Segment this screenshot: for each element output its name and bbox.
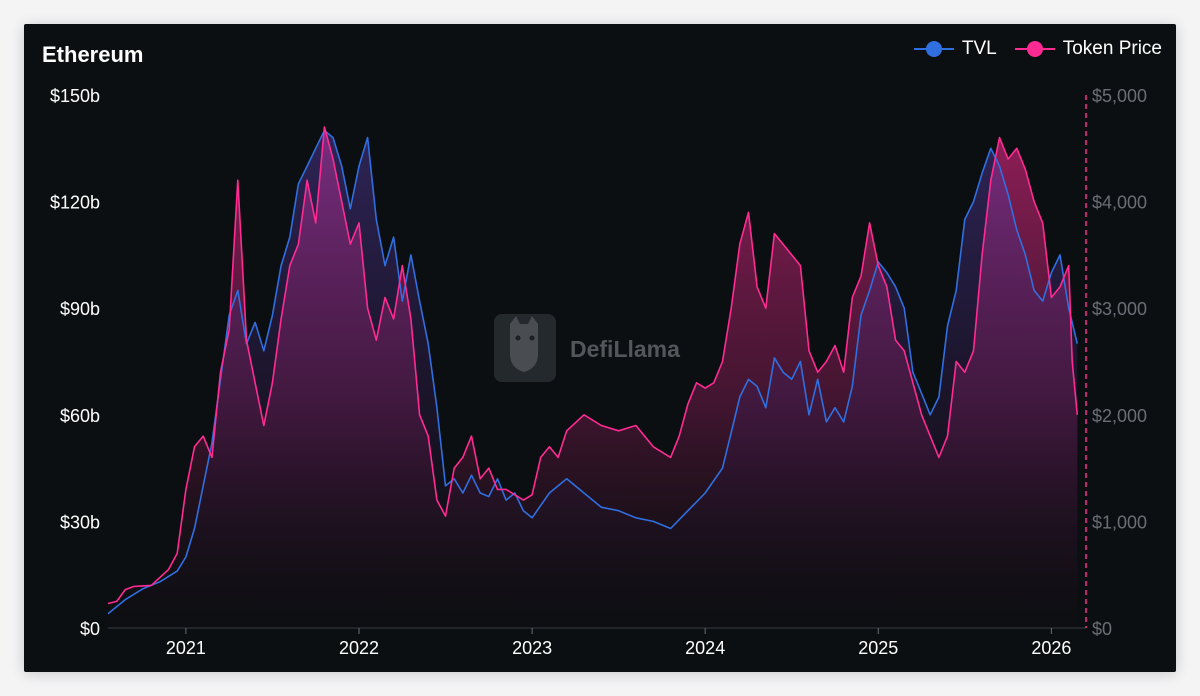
- token-price-line: [107, 126, 1079, 605]
- y-left-tick-label: $0: [80, 619, 100, 639]
- llama-logo-icon: [494, 314, 556, 382]
- chart-card: Ethereum TVL Token Price: [24, 24, 1176, 672]
- y-right-tick-label: $2,000: [1092, 406, 1147, 426]
- series-layer: [107, 126, 1079, 628]
- legend-label-token-price: Token Price: [1062, 38, 1162, 59]
- y-left-tick-label: $120b: [50, 193, 100, 213]
- legend-item-tvl[interactable]: TVL: [913, 38, 997, 60]
- right-axis: $0 $1,000 $2,000 $3,000 $4,000 $5,000: [1092, 86, 1147, 639]
- y-right-tick-label: $1,000: [1092, 512, 1147, 532]
- y-left-tick-label: $60b: [60, 406, 100, 426]
- chart-plot[interactable]: DefiLlama $0 $30b $60b $90b $120b $150b $0 $1,…: [24, 24, 1176, 672]
- x-tick-label: 2026: [1031, 638, 1071, 658]
- x-tick-label: 2023: [512, 638, 552, 658]
- y-left-tick-label: $30b: [60, 512, 100, 532]
- y-right-tick-label: $5,000: [1092, 86, 1147, 106]
- x-axis: 2021 2022 2023 2024 2025 2026: [108, 627, 1086, 658]
- legend-swatch-tvl-icon: [913, 41, 954, 57]
- y-left-tick-label: $90b: [60, 299, 100, 319]
- y-left-tick-label: $150b: [50, 86, 100, 106]
- watermark: DefiLlama: [494, 314, 680, 382]
- x-tick-label: 2021: [166, 638, 206, 658]
- y-right-tick-label: $3,000: [1092, 299, 1147, 319]
- y-right-tick-label: $4,000: [1092, 193, 1147, 213]
- y-right-tick-label: $0: [1092, 619, 1112, 639]
- watermark-text: DefiLlama: [570, 336, 680, 362]
- tvl-line: [107, 129, 1079, 615]
- x-tick-label: 2025: [858, 638, 898, 658]
- legend-label-tvl: TVL: [961, 38, 997, 59]
- left-axis: $0 $30b $60b $90b $120b $150b: [50, 86, 100, 639]
- chart-title: Ethereum: [42, 42, 144, 67]
- x-tick-label: 2024: [685, 638, 725, 658]
- x-tick-label: 2022: [339, 638, 379, 658]
- legend: TVL Token Price: [913, 38, 1162, 60]
- tvl-area: [108, 130, 1078, 628]
- legend-item-token-price[interactable]: Token Price: [1014, 38, 1162, 60]
- legend-swatch-token-price-icon: [1014, 41, 1055, 57]
